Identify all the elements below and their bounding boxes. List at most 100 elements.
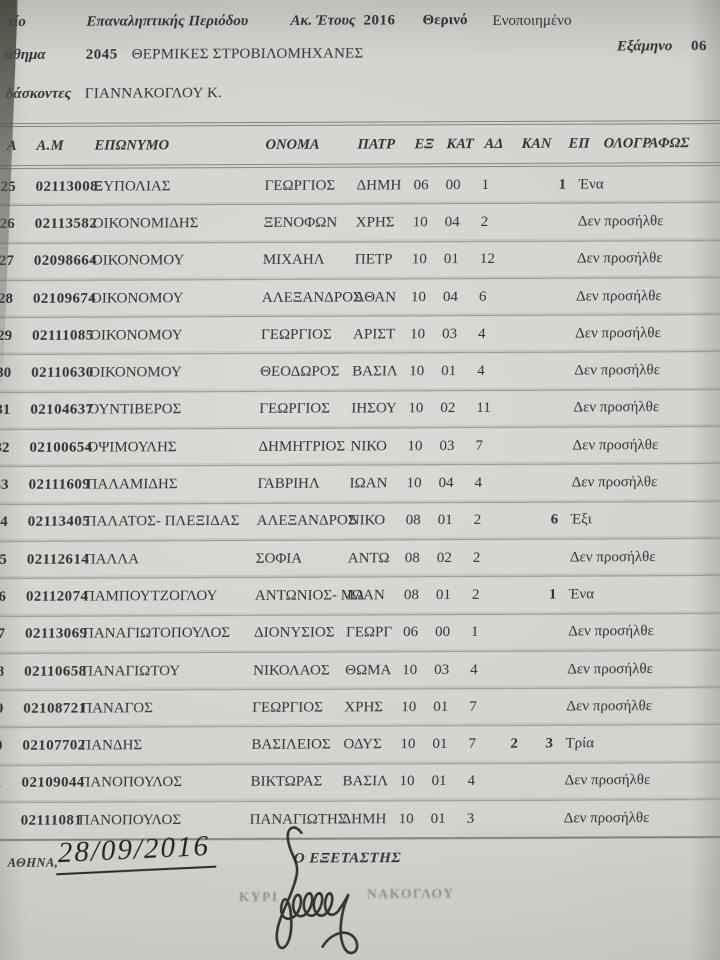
- cell-surname: ΠΑΜΠΟΥΤΖΟΓΛΟΥ: [83, 588, 218, 605]
- cell-name: ΣΟΦΙΑ: [255, 550, 303, 567]
- cell-am: 02113582: [34, 215, 98, 232]
- table-row: 36 02112074 ΠΑΜΠΟΥΤΖΟΓΛΟΥ ΑΝΤΩΝΙΟΣ- ΜΑ Ι…: [0, 575, 720, 616]
- cell-ex: 10: [402, 661, 418, 678]
- col-header-name: ΟΝΟΜΑ: [265, 136, 320, 153]
- col-header-patr: ΠΑΤΡ: [357, 135, 396, 153]
- cell-olographos: Δεν προσήλθε: [567, 660, 654, 678]
- course-title: ΘΕΡΜΙΚΕΣ ΣΤΡΟΒΙΛΟΜΗΧΑΝΕΣ: [131, 45, 364, 63]
- table-row: 37 02113069 ΠΑΝΑΓΙΩΤΟΠΟΥΛΟΣ ΔΙΟΝΥΣΙΟΣ ΓΕ…: [0, 612, 720, 653]
- col-header-ex: ΕΞ: [414, 135, 435, 152]
- cell-ad: 4: [470, 661, 478, 678]
- cell-patr: ΙΩΑΝ: [349, 475, 388, 492]
- cell-ad: 7: [468, 736, 477, 753]
- cell-ex: 10: [411, 251, 428, 268]
- cell-ad: 2: [471, 586, 480, 603]
- cell-ep: 1: [548, 586, 557, 603]
- cell-kat: 02: [436, 549, 453, 566]
- cell-ad: 11: [476, 400, 492, 417]
- cell-surname: ΠΑΝΑΓΙΩΤΟΥ: [81, 662, 181, 680]
- cell-patr: ΠΕΤΡ: [354, 251, 393, 268]
- cell-patr: ΑΘΑΝ: [353, 288, 397, 306]
- cell-ex: 10: [409, 326, 426, 343]
- cell-olographos: Δεν προσήλθε: [574, 362, 661, 379]
- cell-ex: 06: [402, 624, 419, 641]
- cell-olographos: Δεν προσήλθε: [574, 325, 662, 342]
- cell-surname: ΠΑΛΛΑ: [84, 551, 140, 568]
- cell-surname: ΟΙΚΟΝΟΜΟΥ: [90, 289, 184, 307]
- cell-ad: 2: [480, 213, 489, 231]
- cell-ad: 4: [467, 773, 476, 790]
- cell-kat: 01: [433, 698, 449, 716]
- cell-olographos: Δεν προσήλθε: [577, 213, 664, 230]
- cell-name: ΓΕΩΡΓΙΟΣ: [260, 326, 332, 343]
- cell-ex: 10: [408, 400, 424, 417]
- cell-ep: 3: [545, 735, 554, 752]
- exam-period: Επαναληπτικής Περιόδου: [86, 13, 249, 30]
- cell-surname: ΟΨΙΜΟΥΛΗΣ: [87, 439, 177, 456]
- cell-am: 02113008: [35, 178, 99, 195]
- cell-surname: ΟΙΚΟΝΟΜΙΔΗΣ: [92, 215, 199, 232]
- cell-ex: 10: [400, 736, 416, 753]
- cell-am: 02113405: [27, 514, 91, 531]
- cell-patr: ΓΕΩΡΓ: [345, 624, 393, 641]
- cell-olographos: Δεν προσήλθε: [564, 772, 651, 790]
- acad-year-label: Ακ. Έτους: [290, 12, 356, 29]
- cell-kat: 00: [445, 176, 461, 193]
- cell-name: ΒΑΣΙΛΕΙΟΣ: [251, 736, 331, 754]
- cell-am: 02109674: [32, 290, 97, 307]
- cell-olographos: Δεν προσήλθε: [566, 698, 653, 715]
- table-row: 31 02104637 ΟΥΝΤΙΒΕΡΟΣ ΓΕΩΡΓΙΟΣ ΙΗΣΟΥ 10…: [0, 388, 720, 430]
- cell-name: ΜΙΧΑΗΛ: [262, 251, 325, 269]
- cell-patr: ΘΩΜΑ: [345, 661, 392, 679]
- signature: [275, 826, 359, 955]
- cell-olographos: Δεν προσήλθε: [576, 250, 663, 267]
- cell-kat: 03: [434, 661, 450, 678]
- cell-surname: ΠΑΝΔΗΣ: [80, 737, 143, 754]
- cell-patr: ΟΔΥΣ: [343, 736, 382, 753]
- cell-aa: 31: [0, 402, 11, 419]
- cell-olographos: Δεν προσήλθε: [567, 623, 655, 640]
- cell-name: ΓΕΩΡΓΙΟΣ: [259, 401, 331, 418]
- cell-patr: ΝΙΚΟ: [348, 512, 386, 529]
- cell-ad: 4: [477, 363, 485, 380]
- cell-kat: 03: [439, 437, 455, 454]
- cell-name: ΓΑΒΡΙΗΛ: [257, 475, 321, 493]
- cell-kat: 01: [431, 773, 447, 790]
- cell-ad: 7: [475, 437, 484, 454]
- cell-ex: 08: [405, 512, 421, 529]
- col-header-kan: ΚΑΝ: [521, 135, 552, 152]
- cell-kat: 00: [434, 624, 451, 641]
- table-row: 34 02113405 ΠΑΛΑΤΟΣ- ΠΛΕΞΙΔΑΣ ΑΛΕΞΑΝΔΡΟΣ…: [0, 500, 720, 542]
- col-header-ad: ΑΔ: [484, 135, 504, 152]
- cell-ex: 08: [404, 549, 421, 566]
- cell-ex: 10: [401, 699, 417, 716]
- cell-patr: ΑΡΙΣΤ: [352, 326, 396, 343]
- table-body: 25 02113008 ΞΥΠΟΛΙΑΣ ΓΕΩΡΓΙΟΣ ΔΗΜΗ 06 00…: [0, 166, 720, 840]
- cell-am: 02112074: [25, 588, 89, 605]
- results-table: Α Α.Μ ΕΠΩΝΥΜΟ ΟΝΟΜΑ ΠΑΤΡ ΕΞ ΚΑΤ ΑΔ ΚΑΝ Ε…: [0, 119, 720, 842]
- cell-patr: ΒΑΣΙΛ: [342, 773, 389, 791]
- table-row: 30 02110630 ΟΙΚΟΝΟΜΟΥ ΘΕΟΔΩΡΟΣ ΒΑΣΙΛ 10 …: [0, 351, 720, 392]
- cell-kat: 04: [438, 475, 454, 492]
- document-header: τίο Επαναληπτικής Περιόδου Ακ. Έτους 201…: [0, 0, 720, 120]
- cell-ex: 10: [407, 438, 423, 455]
- acad-year-value: 2016: [363, 12, 396, 29]
- cell-surname: ΟΥΝΤΙΒΕΡΟΣ: [88, 401, 182, 419]
- cell-kat: 01: [441, 363, 457, 380]
- instructors-label-partial: δάσκοντες: [5, 85, 72, 103]
- cell-patr: ΝΙΚΟ: [350, 438, 388, 455]
- cell-kat: 04: [444, 214, 460, 231]
- cell-ex: 10: [409, 363, 425, 380]
- cell-am: 02112614: [26, 551, 90, 568]
- col-header-kat: ΚΑΤ: [446, 135, 474, 152]
- cell-kat: 02: [440, 400, 456, 417]
- cell-kat: 01: [437, 512, 453, 529]
- cell-olographos: Δεν προσήλθε: [575, 287, 662, 305]
- col-header-am: Α.Μ: [36, 137, 65, 154]
- table-row: 40 02107702 ΠΑΝΔΗΣ ΒΑΣΙΛΕΙΟΣ ΟΔΥΣ 10 01 …: [0, 724, 720, 765]
- cell-patr: ΑΝΤΩ: [347, 550, 390, 567]
- cell-ex: 08: [403, 587, 420, 604]
- table-row: 33 02111609 ΠΑΛΑΜΙΔΗΣ ΓΑΒΡΙΗΛ ΙΩΑΝ 10 04…: [0, 463, 720, 504]
- cell-patr: ΙΗΣΟΥ: [351, 400, 398, 418]
- cell-name: ΑΛΕΞΑΝΔΡΟΣ: [261, 289, 362, 306]
